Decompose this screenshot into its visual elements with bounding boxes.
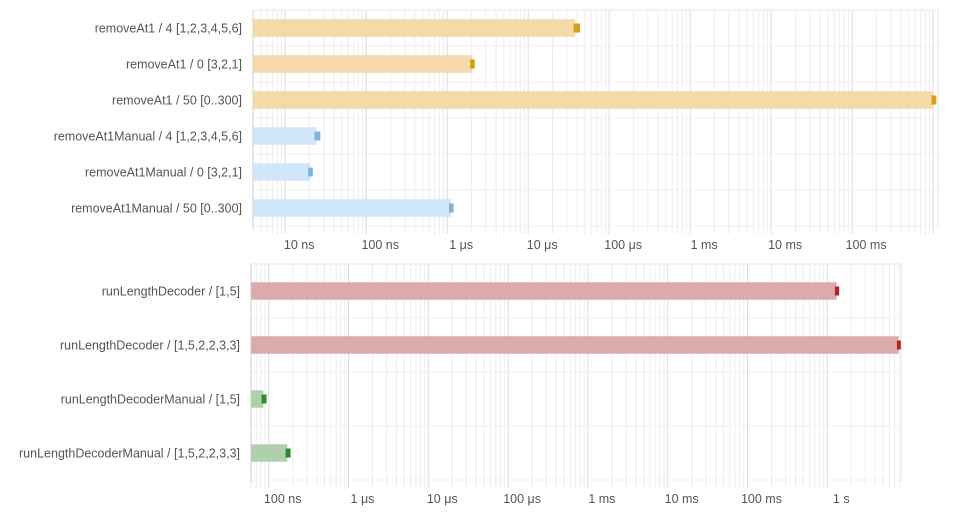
category-label: removeAt1 / 4 [1,2,3,4,5,6] (95, 22, 242, 36)
category-label: removeAt1 / 50 [0..300] (112, 94, 242, 108)
bar (253, 163, 310, 181)
bar (253, 55, 472, 73)
x-tick-label: 100 ns (264, 492, 302, 506)
x-tick-label: 1 μs (351, 492, 375, 506)
run-length-decoder-chart: runLengthDecoder / [1,5] runLengthDecoder… (19, 263, 902, 506)
bar (251, 282, 837, 300)
category-label: removeAt1 / 0 [3,2,1] (126, 58, 242, 72)
bar (253, 19, 576, 37)
category-label: runLengthDecoderManual / [1,5,2,2,3,3] (19, 447, 240, 461)
error-bar (931, 95, 937, 105)
bar (251, 444, 288, 462)
x-tick-label: 1 ms (588, 492, 615, 506)
x-tick-label: 10 μs (427, 492, 458, 506)
category-label: runLengthDecoder / [1,5] (102, 285, 240, 299)
bar (253, 199, 451, 217)
remove-at-chart: removeAt1 / 4 [1,2,3,4,5,6] removeAt1 / 0… (54, 9, 939, 252)
x-tick-label: 100 ns (361, 238, 399, 252)
category-label: removeAt1Manual / 0 [3,2,1] (85, 166, 242, 180)
error-bar (285, 448, 291, 458)
x-tick-label: 100 μs (604, 238, 642, 252)
error-bar (261, 394, 267, 404)
error-bar (308, 167, 313, 177)
bar (251, 390, 264, 408)
x-tick-label: 100 ms (846, 238, 887, 252)
grid (250, 263, 901, 488)
error-bar (470, 59, 475, 69)
category-label: removeAt1Manual / 50 [0..300] (71, 202, 242, 216)
bar (253, 91, 934, 109)
x-tick-label: 100 μs (503, 492, 541, 506)
category-label: runLengthDecoder / [1,5,2,2,3,3] (60, 339, 240, 353)
x-tick-label: 1 s (833, 492, 850, 506)
error-bar (573, 23, 581, 33)
grid (252, 9, 938, 234)
x-tick-label: 10 μs (527, 238, 558, 252)
x-tick-label: 10 ns (284, 238, 315, 252)
category-label: runLengthDecoderManual / [1,5] (61, 393, 240, 407)
bar (253, 127, 317, 145)
bar (251, 336, 899, 354)
x-tick-label: 100 ms (741, 492, 782, 506)
error-bar (314, 131, 321, 141)
category-label: removeAt1Manual / 4 [1,2,3,4,5,6] (54, 130, 242, 144)
x-tick-label: 10 ms (768, 238, 802, 252)
x-tick-label: 1 μs (449, 238, 473, 252)
x-tick-label: 1 ms (691, 238, 718, 252)
error-bar (449, 203, 454, 213)
error-bar (834, 286, 840, 296)
error-bar (896, 340, 901, 350)
x-tick-label: 10 ms (665, 492, 699, 506)
